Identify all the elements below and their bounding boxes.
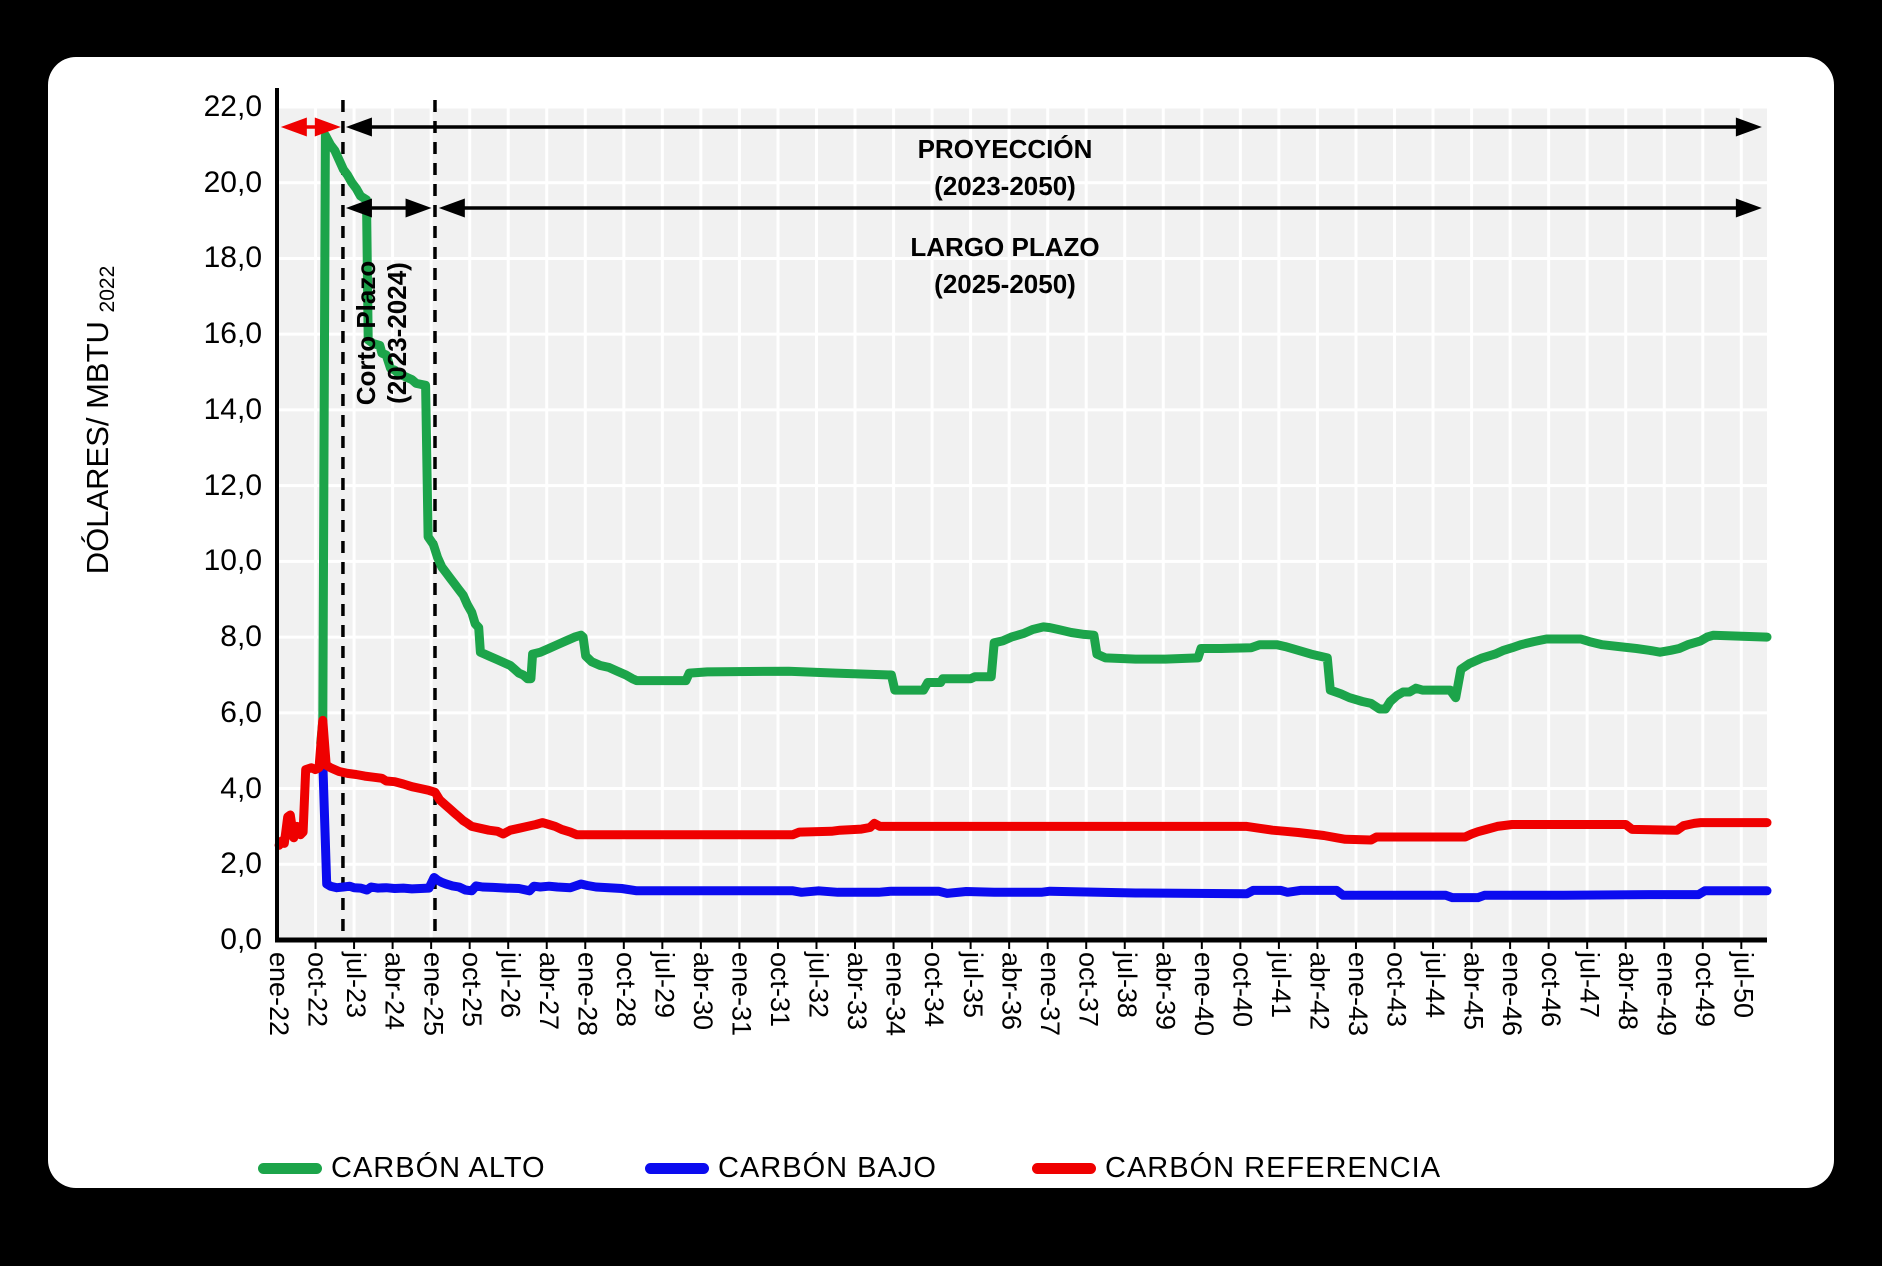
- y-tick-label-18,0: 18,0: [203, 241, 262, 275]
- annotation-largo-plazo-line2: (2025-2050): [934, 269, 1076, 299]
- x-tick-label-oct-37: oct-37: [1073, 952, 1104, 1028]
- x-tick-label-jul-29: jul-29: [649, 952, 680, 1019]
- y-tick-label-6,0: 6,0: [220, 695, 262, 729]
- x-tick-label-ene-43: ene-43: [1343, 952, 1374, 1037]
- series-carb-n-referencia: [274, 715, 1772, 850]
- rango-largo-plazo-left-arrowhead: [438, 198, 465, 218]
- series-carb-n-bajo: [318, 758, 1772, 903]
- legend-label-carbon-alto: CARBÓN ALTO: [331, 1151, 546, 1184]
- legend-label-carbon-bajo: CARBÓN BAJO: [718, 1151, 937, 1184]
- x-tick-label-ene-34: ene-34: [880, 952, 911, 1037]
- legend: CARBÓN ALTO CARBÓN BAJO CARBÓN REFERENCI…: [0, 1146, 1882, 1190]
- y-tick-label-2,0: 2,0: [220, 847, 262, 881]
- x-tick-label-ene-40: ene-40: [1188, 952, 1219, 1037]
- legend-item-carbon-alto: CARBÓN ALTO: [258, 1146, 546, 1190]
- x-tick-label-oct-22: oct-22: [302, 952, 333, 1028]
- y-tick-label-10,0: 10,0: [203, 544, 262, 578]
- x-tick-label-jul-32: jul-32: [803, 952, 834, 1019]
- legend-item-carbon-referencia: CARBÓN REFERENCIA: [1032, 1146, 1441, 1190]
- x-tick-label-ene-46: ene-46: [1497, 952, 1528, 1037]
- y-tick-label-20,0: 20,0: [203, 165, 262, 199]
- x-tick-label-abr-48: abr-48: [1612, 952, 1643, 1031]
- x-tick-label-oct-31: oct-31: [765, 952, 796, 1028]
- x-tick-label-abr-27: abr-27: [533, 952, 564, 1031]
- x-tick-label-oct-34: oct-34: [919, 952, 950, 1028]
- x-tick-label-oct-43: oct-43: [1381, 952, 1412, 1028]
- y-tick-label-4,0: 4,0: [220, 771, 262, 805]
- legend-label-carbon-referencia: CARBÓN REFERENCIA: [1105, 1151, 1442, 1184]
- x-tick-label-ene-25: ene-25: [418, 952, 449, 1037]
- y-tick-label-16,0: 16,0: [203, 317, 262, 351]
- annotation-largo-plazo: LARGO PLAZO (2025-2050): [910, 229, 1099, 303]
- y-axis-title-text: DÓLARES/ MBTU: [80, 321, 115, 575]
- rango-proyeccion-right-arrowhead: [1735, 117, 1762, 137]
- x-tick-label-jul-38: jul-38: [1111, 952, 1142, 1019]
- x-tick-label-abr-33: abr-33: [842, 952, 873, 1031]
- annotation-proyeccion-line1: PROYECCIÓN: [917, 134, 1093, 164]
- x-tick-label-abr-45: abr-45: [1458, 952, 1489, 1031]
- y-tick-label-8,0: 8,0: [220, 620, 262, 654]
- y-tick-label-14,0: 14,0: [203, 392, 262, 426]
- x-tick-label-jul-35: jul-35: [957, 952, 988, 1019]
- x-tick-label-abr-39: abr-39: [1150, 952, 1181, 1031]
- x-tick-label-jul-44: jul-44: [1420, 952, 1451, 1019]
- y-tick-label-0,0: 0,0: [220, 923, 262, 956]
- x-tick-label-ene-37: ene-37: [1034, 952, 1065, 1037]
- rango-proyeccion-left-arrowhead: [345, 117, 372, 137]
- legend-swatch-carbon-alto: [258, 1162, 322, 1174]
- x-tick-label-jul-26: jul-26: [495, 952, 526, 1019]
- plot-area: [277, 107, 1767, 940]
- x-tick-label-oct-28: oct-28: [610, 952, 641, 1028]
- x-tick-label-abr-36: abr-36: [996, 952, 1027, 1031]
- y-tick-label-22,0: 22,0: [203, 90, 262, 123]
- annotation-proyeccion-line2: (2023-2050): [934, 171, 1076, 201]
- x-tick-label-oct-49: oct-49: [1689, 952, 1720, 1028]
- y-axis-title-subscript: 2022: [96, 265, 119, 313]
- x-tick-label-jul-47: jul-47: [1574, 952, 1605, 1019]
- rango-corto-plazo-left-arrowhead: [345, 198, 372, 218]
- legend-swatch-carbon-referencia: [1032, 1162, 1096, 1174]
- y-tick-label-12,0: 12,0: [203, 468, 262, 502]
- x-tick-label-jul-23: jul-23: [341, 952, 372, 1019]
- annotation-corto-plazo: Corto Plazo (2023-2024): [351, 261, 413, 405]
- y-axis-title: DÓLARES/ MBTU 2022: [80, 266, 120, 575]
- annotation-proyeccion: PROYECCIÓN (2023-2050): [918, 131, 1093, 205]
- annotation-largo-plazo-line1: LARGO PLAZO: [910, 232, 1100, 262]
- rango-corto-plazo-right-arrowhead: [405, 198, 432, 218]
- x-tick-label-abr-42: abr-42: [1304, 952, 1335, 1031]
- x-tick-label-ene-31: ene-31: [726, 952, 757, 1037]
- x-tick-label-oct-46: oct-46: [1535, 952, 1566, 1028]
- series-carb-n-alto: [316, 130, 1772, 748]
- x-tick-label-jul-50: jul-50: [1728, 952, 1759, 1019]
- rango-historico-right-arrowhead: [314, 117, 341, 137]
- annotation-corto-plazo-line1: Corto Plazo: [351, 260, 381, 406]
- x-tick-label-ene-28: ene-28: [572, 952, 603, 1037]
- x-tick-label-oct-25: oct-25: [456, 952, 487, 1028]
- x-tick-label-ene-22: ene-22: [264, 952, 295, 1037]
- legend-swatch-carbon-bajo: [645, 1162, 709, 1174]
- x-tick-label-abr-30: abr-30: [688, 952, 719, 1031]
- rango-largo-plazo-right-arrowhead: [1735, 198, 1762, 218]
- x-tick-label-abr-24: abr-24: [379, 952, 410, 1031]
- x-tick-label-oct-40: oct-40: [1227, 952, 1258, 1028]
- x-tick-label-jul-41: jul-41: [1266, 952, 1297, 1019]
- legend-item-carbon-bajo: CARBÓN BAJO: [645, 1146, 937, 1190]
- x-tick-label-ene-49: ene-49: [1651, 952, 1682, 1037]
- rango-historico-left-arrowhead: [280, 117, 307, 137]
- annotation-corto-plazo-line2: (2023-2024): [382, 262, 412, 404]
